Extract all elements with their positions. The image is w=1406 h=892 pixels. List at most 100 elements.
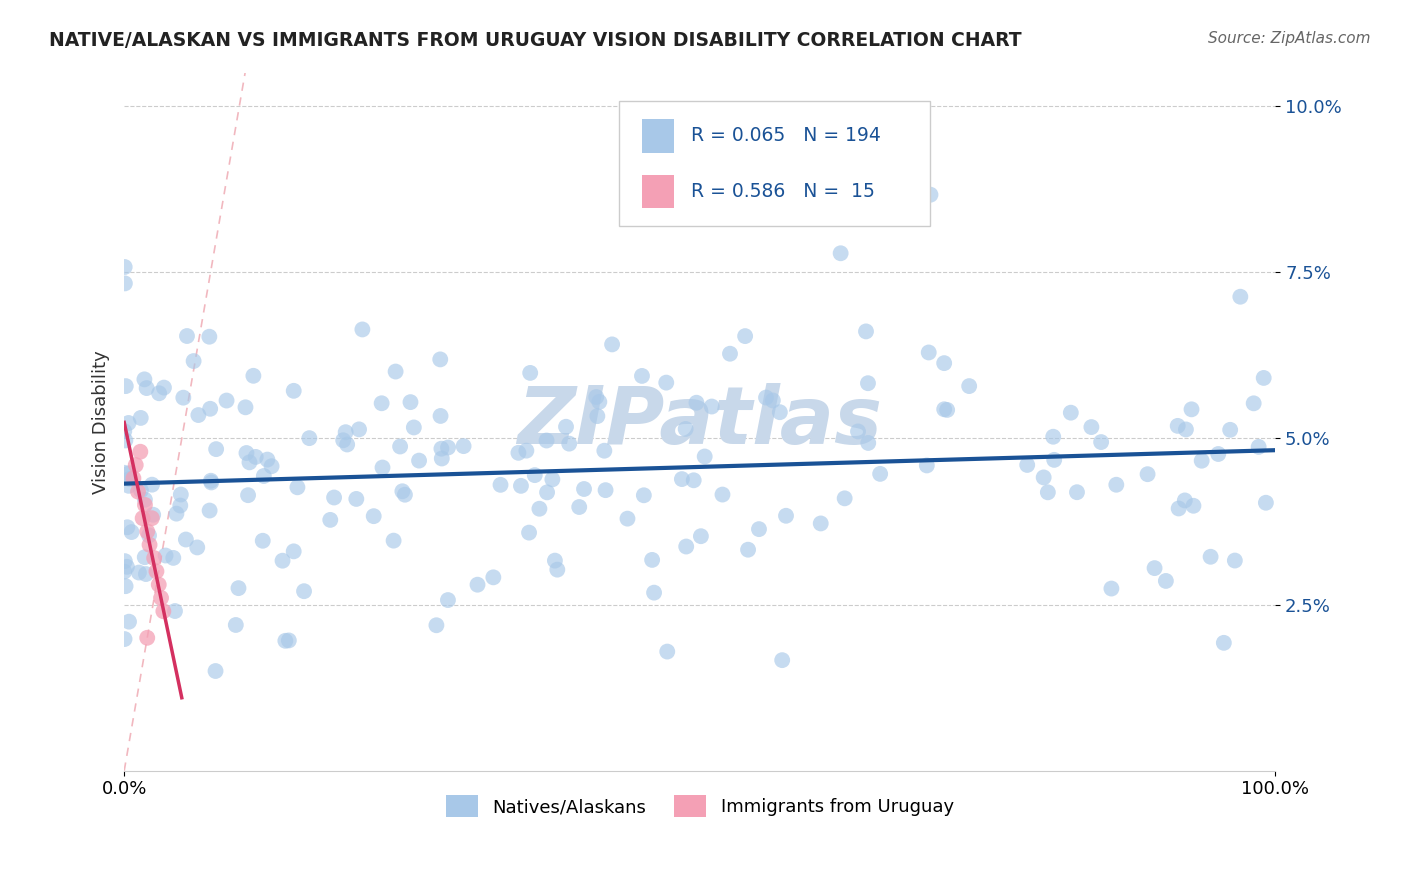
Point bbox=[1229, 290, 1251, 304]
Point bbox=[541, 472, 564, 486]
Point bbox=[198, 503, 221, 517]
Legend: Natives/Alaskans, Immigrants from Uruguay: Natives/Alaskans, Immigrants from Urugua… bbox=[439, 788, 960, 824]
Point bbox=[141, 511, 163, 525]
Point bbox=[138, 538, 160, 552]
Point bbox=[529, 501, 551, 516]
Point bbox=[135, 381, 157, 395]
Point bbox=[252, 533, 274, 548]
Bar bbox=[643, 175, 675, 209]
Point bbox=[118, 467, 141, 481]
Point bbox=[283, 544, 305, 558]
Point bbox=[1180, 402, 1202, 417]
Point bbox=[675, 540, 697, 554]
Point bbox=[186, 541, 208, 555]
Point bbox=[205, 442, 228, 457]
Point bbox=[1182, 499, 1205, 513]
Point bbox=[1219, 423, 1241, 437]
Point bbox=[148, 386, 170, 401]
Point bbox=[112, 565, 135, 579]
Point bbox=[690, 529, 713, 543]
Point bbox=[1136, 467, 1159, 482]
Point bbox=[131, 511, 153, 525]
Point bbox=[319, 513, 342, 527]
Point bbox=[114, 554, 136, 568]
Point bbox=[114, 277, 136, 291]
Point bbox=[174, 533, 197, 547]
Point bbox=[323, 491, 346, 505]
Point bbox=[834, 491, 856, 506]
Point bbox=[283, 384, 305, 398]
Point bbox=[586, 409, 609, 423]
Point bbox=[238, 455, 260, 469]
Point bbox=[118, 615, 141, 629]
Point bbox=[287, 480, 309, 494]
Point bbox=[1066, 485, 1088, 500]
Bar bbox=[643, 119, 675, 153]
Point bbox=[1036, 485, 1059, 500]
Point bbox=[215, 393, 238, 408]
Point bbox=[114, 434, 136, 448]
Point bbox=[129, 411, 152, 425]
Point bbox=[347, 422, 370, 436]
Point bbox=[153, 381, 176, 395]
Point bbox=[755, 391, 778, 405]
Text: Source: ZipAtlas.com: Source: ZipAtlas.com bbox=[1208, 31, 1371, 46]
Point bbox=[517, 525, 540, 540]
Point bbox=[1017, 458, 1039, 472]
Point bbox=[336, 437, 359, 451]
Point bbox=[762, 393, 785, 408]
Point bbox=[1032, 470, 1054, 484]
Point bbox=[172, 391, 194, 405]
Point bbox=[685, 395, 707, 409]
Point bbox=[187, 408, 209, 422]
Point bbox=[129, 483, 152, 498]
Point bbox=[593, 443, 616, 458]
Point bbox=[869, 467, 891, 481]
Point bbox=[711, 487, 734, 501]
Point bbox=[204, 664, 226, 678]
Point bbox=[700, 400, 723, 414]
Point bbox=[430, 442, 453, 456]
Text: R = 0.586   N =  15: R = 0.586 N = 15 bbox=[690, 182, 875, 201]
Point bbox=[115, 559, 138, 574]
Point bbox=[198, 401, 221, 416]
Point bbox=[544, 554, 567, 568]
Point bbox=[1105, 477, 1128, 491]
Point bbox=[352, 322, 374, 336]
Point bbox=[114, 260, 136, 274]
Point bbox=[382, 533, 405, 548]
Point bbox=[1043, 453, 1066, 467]
Point bbox=[127, 484, 149, 499]
Point bbox=[134, 498, 156, 512]
Point bbox=[245, 450, 267, 464]
Point bbox=[143, 551, 166, 566]
Point bbox=[536, 485, 558, 500]
Point bbox=[235, 401, 257, 415]
Point bbox=[489, 478, 512, 492]
Point bbox=[256, 452, 278, 467]
Point bbox=[748, 522, 770, 536]
Point bbox=[934, 402, 956, 417]
Point bbox=[1199, 549, 1222, 564]
Point bbox=[595, 483, 617, 498]
Point bbox=[523, 468, 546, 483]
Point bbox=[437, 441, 460, 455]
Point bbox=[236, 488, 259, 502]
Point bbox=[198, 329, 221, 343]
Point bbox=[675, 422, 697, 436]
Point bbox=[138, 528, 160, 542]
Point bbox=[1212, 636, 1234, 650]
Point bbox=[183, 354, 205, 368]
Point bbox=[600, 337, 623, 351]
Point bbox=[856, 376, 879, 391]
Point bbox=[737, 542, 759, 557]
Point bbox=[399, 395, 422, 409]
Point bbox=[128, 566, 150, 580]
Point bbox=[370, 396, 392, 410]
Text: NATIVE/ALASKAN VS IMMIGRANTS FROM URUGUAY VISION DISABILITY CORRELATION CHART: NATIVE/ALASKAN VS IMMIGRANTS FROM URUGUA… bbox=[49, 31, 1022, 50]
Point bbox=[332, 434, 354, 448]
Point bbox=[1099, 582, 1122, 596]
Point bbox=[112, 466, 135, 480]
Point bbox=[253, 469, 276, 483]
Point bbox=[536, 434, 558, 448]
